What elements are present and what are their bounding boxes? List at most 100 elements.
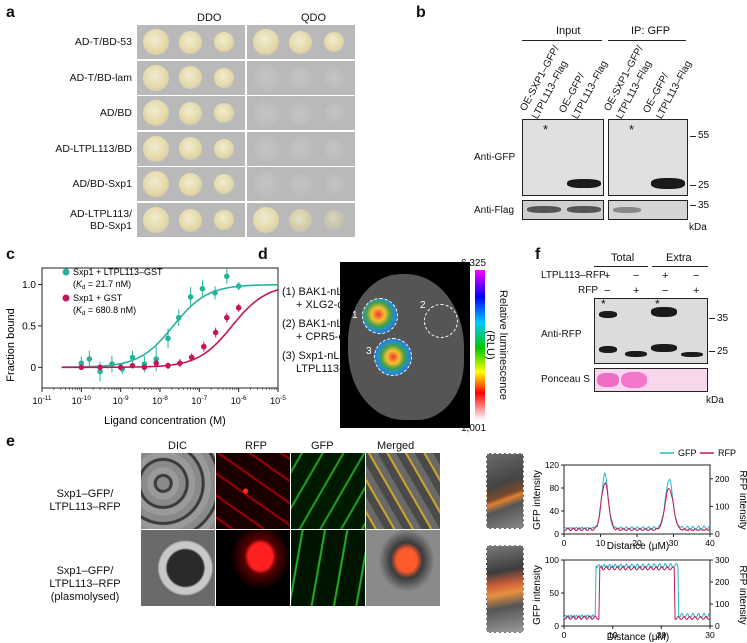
y-tick-label: 0: [30, 363, 36, 374]
spot-num-2: 2: [420, 300, 426, 311]
colony: [178, 208, 202, 232]
gfp-trace: [563, 471, 711, 531]
data-point: [187, 294, 194, 300]
colony: [178, 66, 202, 90]
data-point: [78, 364, 85, 371]
gfp-trace: [563, 562, 711, 620]
colony: [288, 208, 312, 232]
colony: [253, 207, 279, 233]
data-point: [165, 335, 171, 342]
colony: [214, 138, 234, 159]
extra-header: Extra: [666, 252, 692, 264]
colony: [143, 135, 169, 162]
x-tick-label: 10-8: [152, 395, 168, 406]
row-label-plasmolysed: Sxp1–GFP/ LTPL113–RFP (plasmolysed): [49, 565, 121, 603]
sign-signs_row1-0: +: [604, 270, 611, 282]
colony: [253, 29, 279, 55]
row-rfp: RFP: [578, 285, 598, 296]
anti-gfp-label: Anti-GFP: [474, 152, 516, 163]
colony: [253, 64, 279, 91]
plot1-xlabel: Distance (μM): [607, 541, 669, 552]
yeast-row-label-1: AD-T/BD-53: [74, 36, 132, 48]
data-point: [212, 329, 219, 336]
x-tick-label: 10-5: [270, 395, 286, 406]
data-point: [78, 360, 85, 366]
data-point: [165, 362, 171, 369]
yeast-assay-grid: [137, 25, 355, 237]
colony: [324, 32, 344, 52]
colony: [324, 138, 344, 159]
plot-legend-rfp: RFP: [718, 448, 736, 458]
x-tick: 30: [669, 538, 679, 548]
data-point: [129, 354, 136, 361]
colony: [253, 171, 279, 198]
x-tick-label: 10-10: [72, 395, 92, 406]
panel-f-label: f: [535, 246, 541, 263]
colony: [288, 66, 312, 90]
micrograph-merged-row2: [366, 530, 440, 606]
colorbar-max: 6,325: [461, 258, 487, 269]
spot-2: [424, 304, 458, 338]
right-tick: 0: [715, 621, 720, 631]
panel-e-label: e: [6, 433, 15, 450]
spot-3: [374, 338, 412, 376]
sign-signs_row2-2: −: [662, 285, 669, 297]
micrograph-rfp-row1: [216, 453, 290, 529]
sign-signs_row2-3: +: [693, 285, 700, 297]
rfp-trace: [563, 566, 711, 621]
luminescence-image: 1 2 3: [340, 262, 470, 428]
panel-b-label: b: [416, 4, 426, 21]
panel-a-label: a: [6, 4, 15, 21]
col-dic: DIC: [168, 440, 187, 452]
row-ltpl113-rfp: LTPL113–RFP: [541, 270, 606, 281]
colony: [143, 64, 169, 91]
data-point: [141, 364, 148, 371]
colony: [324, 210, 344, 230]
right-tick: 100: [715, 501, 729, 511]
right-tick: 200: [715, 577, 729, 587]
x-tick: 0: [562, 630, 567, 640]
intensity-plots: GFP RFP GFP intensity RFP intensity Dist…: [532, 448, 747, 643]
legend-marker-gst: [62, 294, 70, 302]
spot-1: [362, 298, 398, 334]
colorbar-label: Relative luminescence (RLU): [484, 289, 509, 401]
intensity-plot-frame: [563, 464, 711, 535]
zoom-inset-2: [486, 545, 524, 633]
data-point: [224, 314, 230, 321]
micrograph-dic-row1: [141, 453, 215, 529]
data-point: [97, 364, 103, 371]
colony: [214, 174, 234, 195]
rfp-trace: [563, 481, 711, 532]
ponceau-label: Ponceau S: [541, 374, 590, 385]
panel-d-label: d: [258, 246, 268, 263]
x-tick: 0: [562, 538, 567, 548]
yeast-row-label-3: AD/BD: [99, 107, 132, 120]
left-tick: 120: [545, 460, 559, 470]
panel-c-label: c: [6, 246, 15, 263]
data-point: [153, 356, 159, 362]
blot-flag-input: [522, 200, 604, 220]
qdo-header: QDO: [301, 12, 327, 24]
luminescence-colorbar: [475, 270, 485, 420]
left-tick: 80: [550, 483, 560, 493]
row-label-normal: Sxp1–GFP/ LTPL113–RFP: [49, 488, 121, 513]
colorbar-min: 1,001: [461, 423, 487, 434]
x-tick-label: 10-7: [191, 395, 207, 406]
y-tick-label: 0.5: [22, 321, 36, 332]
colony: [143, 207, 169, 233]
colony: [214, 32, 234, 52]
yeast-row-label-5: AD/BD-Sxp1: [72, 178, 132, 191]
colony: [288, 30, 312, 54]
x-tick-label: 10-6: [231, 395, 247, 406]
data-point: [212, 290, 218, 296]
x-tick: 10: [596, 538, 606, 548]
data-point: [117, 364, 124, 371]
colony: [288, 172, 312, 196]
colony: [288, 137, 312, 161]
binding-chart: Fraction bound Ligand concentration (M) …: [5, 267, 286, 427]
ip-gfp-header: IP: GFP: [631, 25, 671, 37]
colony: [178, 137, 202, 161]
blot-gfp-input: *: [522, 119, 604, 196]
yeast-row-label-4: AD-LTPL113/BD: [55, 142, 132, 155]
colony: [253, 100, 279, 127]
